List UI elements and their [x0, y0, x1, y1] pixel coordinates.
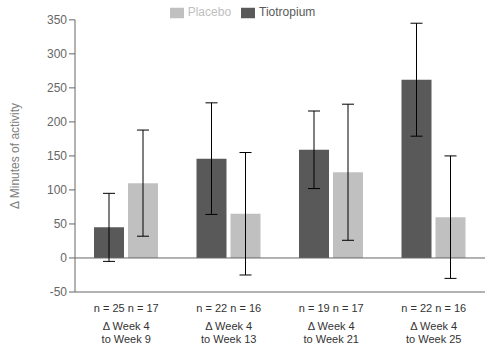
html-text:Tiotropium: Tiotropium — [259, 5, 316, 19]
svg-text:Δ Week 4to Week 9: Δ Week 4to Week 9 — [102, 320, 151, 345]
svg-text:n = 17: n = 17 — [128, 302, 159, 314]
svg-text:0: 0 — [60, 251, 67, 265]
svg-text:50: 50 — [54, 217, 68, 231]
svg-text:Δ Week 4to Week 25: Δ Week 4to Week 25 — [406, 320, 461, 345]
svg-text:Δ Minutes of activity: Δ Minutes of activity — [8, 103, 22, 209]
svg-text:300: 300 — [47, 47, 67, 61]
svg-text:n = 16: n = 16 — [230, 302, 261, 314]
svg-text:250: 250 — [47, 81, 67, 95]
svg-text:-50: -50 — [50, 285, 68, 299]
svg-text:n = 16: n = 16 — [435, 302, 466, 314]
svg-text:350: 350 — [47, 13, 67, 27]
html-text:Placebo: Placebo — [187, 5, 232, 19]
svg-text:n = 19: n = 19 — [299, 302, 330, 314]
svg-text:Δ Week 4to Week 13: Δ Week 4to Week 13 — [201, 320, 256, 345]
svg-text:Δ Week 4to Week 21: Δ Week 4to Week 21 — [304, 320, 359, 345]
svg-text:100: 100 — [47, 183, 67, 197]
svg-text:n = 25: n = 25 — [94, 302, 125, 314]
svg-text:n = 17: n = 17 — [333, 302, 364, 314]
svg-text:n = 22: n = 22 — [196, 302, 227, 314]
svg-text:200: 200 — [47, 115, 67, 129]
svg-text:150: 150 — [47, 149, 67, 163]
svg-text:n = 22: n = 22 — [401, 302, 432, 314]
